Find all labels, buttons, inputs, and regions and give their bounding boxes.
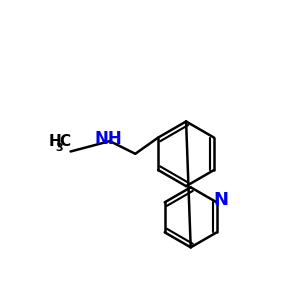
Text: NH: NH	[95, 130, 123, 148]
Text: C: C	[59, 134, 70, 149]
Text: N: N	[214, 191, 229, 209]
Text: 3: 3	[56, 143, 63, 153]
Text: H: H	[49, 134, 62, 149]
